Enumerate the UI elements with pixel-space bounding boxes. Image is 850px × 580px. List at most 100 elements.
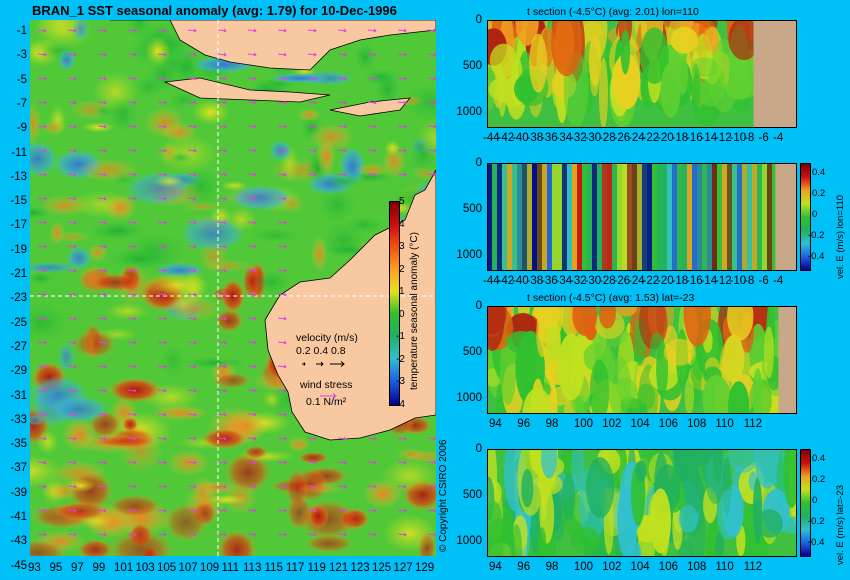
section-patch (529, 33, 548, 93)
wind-arrow (427, 28, 436, 33)
map-x-tick: 109 (200, 562, 220, 574)
section-patch (571, 449, 585, 492)
panel-x-tick: -20 (657, 132, 674, 144)
panel-x-tick: 100 (573, 418, 594, 430)
wind-arrow (37, 76, 47, 81)
section-patch (572, 306, 597, 336)
wind-arrow (67, 388, 77, 393)
wind-arrow (337, 124, 347, 129)
velocity-column (742, 163, 747, 271)
map-y-tick: -9 (16, 122, 27, 135)
velocity-column (492, 163, 497, 271)
panel-x-tick: 108 (687, 561, 707, 573)
wind-arrow (427, 508, 436, 513)
wind-arrow (277, 100, 287, 105)
anomaly-patch (144, 36, 172, 67)
velocity-colorbar-tick: 0.4 (812, 167, 826, 178)
velocity-column (627, 163, 632, 271)
wind-arrow (67, 268, 77, 273)
anomaly-patch (316, 138, 336, 174)
anomaly-patch (287, 436, 311, 453)
anomaly-patch (285, 467, 309, 510)
wind-arrow (37, 28, 47, 33)
wind-arrow (187, 292, 197, 297)
wind-arrow (37, 460, 47, 465)
panel-x-tick: 96 (517, 561, 531, 573)
wind-arrow (367, 124, 377, 129)
wind-arrow (337, 172, 347, 177)
velocity-colorbar-tick: -0.4 (808, 537, 825, 548)
anomaly-patch (30, 140, 58, 177)
anomaly-patch (241, 264, 261, 299)
wind-arrow (247, 436, 257, 441)
velocity-legend-scale: 0.2 0.4 0.8 (296, 345, 346, 357)
section-patch (588, 34, 602, 87)
velocity-column (717, 163, 722, 271)
wind-arrow (247, 412, 257, 417)
section-plot (487, 306, 797, 414)
wind-arrow (157, 388, 167, 393)
wind-arrow (277, 76, 287, 81)
map-y-tick: -29 (10, 365, 27, 378)
wind-arrow (277, 148, 287, 153)
panel-x-tick: -8 (744, 132, 755, 144)
wind-arrow (37, 100, 47, 105)
wind-arrow (337, 76, 347, 81)
wind-arrow (157, 100, 167, 105)
panel-y-tick: 500 (462, 60, 482, 72)
wind-arrow (157, 316, 167, 321)
anomaly-patch (311, 235, 328, 273)
wind-stress-arrows (37, 28, 436, 537)
wind-arrow (97, 460, 107, 465)
section-land (775, 163, 797, 271)
velocity-legend-arrows (302, 361, 345, 367)
wind-arrow (247, 76, 257, 81)
section-patch (515, 20, 539, 46)
anomaly-patch (396, 447, 427, 461)
map-y-tick: -41 (10, 511, 27, 523)
section-patch (715, 531, 725, 557)
anomaly-patch (322, 174, 365, 189)
section-patch (537, 527, 547, 557)
velocity-colorbar (800, 163, 811, 271)
anomaly-patch (212, 372, 252, 389)
anomaly-patch (304, 534, 354, 553)
wind-arrow (157, 196, 167, 201)
map-x-tick: 97 (71, 562, 84, 574)
section-patch (716, 489, 740, 540)
wind-arrow (217, 52, 227, 57)
wind-arrow (277, 436, 287, 441)
panel-x-tick: -6 (758, 132, 769, 144)
anomaly-patch (318, 187, 356, 223)
section-land (778, 306, 797, 414)
panel-y-tick: 0 (475, 443, 482, 455)
wind-arrow (367, 148, 377, 153)
wind-arrow (67, 172, 77, 177)
section-patch (660, 62, 681, 118)
indonesia-land (110, 20, 436, 71)
wind-arrow (307, 76, 317, 81)
anomaly-patch (297, 483, 344, 494)
wind-arrow (187, 196, 197, 201)
wind-arrow (97, 532, 107, 537)
anomaly-patch (104, 194, 138, 221)
wind-arrow (307, 172, 317, 177)
wind-arrow (217, 292, 227, 297)
panel-x-tick: -38 (526, 275, 544, 287)
anomaly-patch (39, 194, 91, 217)
anomaly-patch (154, 175, 186, 188)
wind-arrow (277, 316, 287, 321)
wind-arrow (187, 172, 197, 177)
velocity-column (707, 163, 712, 271)
map-y-tick: -7 (16, 97, 27, 110)
panel-y-tick: 1000 (456, 249, 482, 261)
wind-arrow (337, 532, 347, 537)
anomaly-patch (87, 243, 108, 262)
wind-arrow (217, 268, 227, 273)
map-x-tick: 123 (350, 562, 370, 574)
wind-arrow (127, 124, 137, 129)
wind-arrow (187, 340, 197, 345)
map-colorbar-tick: 0 (399, 308, 405, 320)
panel-x-tick: -8 (744, 275, 755, 287)
wind-arrow (127, 148, 137, 153)
